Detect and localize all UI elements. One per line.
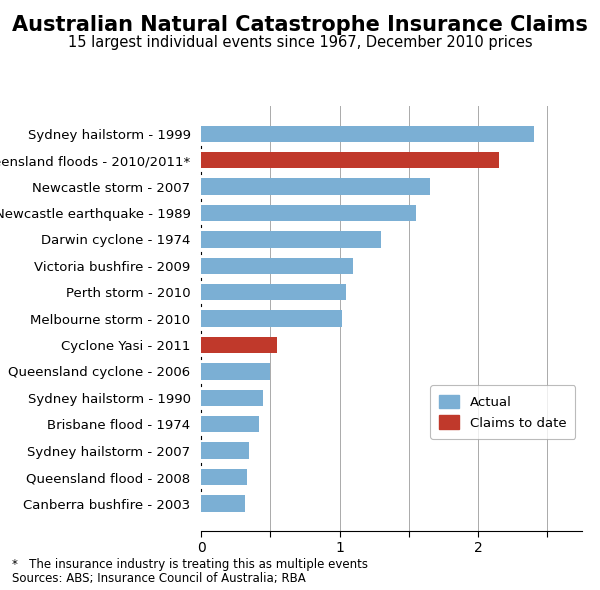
Legend: Actual, Claims to date: Actual, Claims to date [430, 385, 575, 439]
Bar [201, 231, 381, 248]
Bar [201, 310, 343, 327]
Text: Sources: ABS; Insurance Council of Australia; RBA: Sources: ABS; Insurance Council of Austr… [12, 572, 306, 585]
Bar [201, 205, 416, 221]
Bar [201, 337, 277, 353]
Bar [201, 496, 245, 512]
Bar [201, 126, 533, 142]
Bar [201, 284, 346, 300]
Bar [201, 469, 247, 486]
Bar [201, 442, 250, 459]
Bar [201, 363, 270, 379]
Bar [201, 389, 263, 406]
Bar [201, 416, 259, 432]
Text: 15 largest individual events since 1967, December 2010 prices: 15 largest individual events since 1967,… [68, 35, 532, 50]
Bar [201, 258, 353, 274]
Text: *   The insurance industry is treating this as multiple events: * The insurance industry is treating thi… [12, 558, 368, 571]
Bar [201, 178, 430, 195]
Text: Australian Natural Catastrophe Insurance Claims: Australian Natural Catastrophe Insurance… [12, 15, 588, 35]
Bar [201, 152, 499, 168]
